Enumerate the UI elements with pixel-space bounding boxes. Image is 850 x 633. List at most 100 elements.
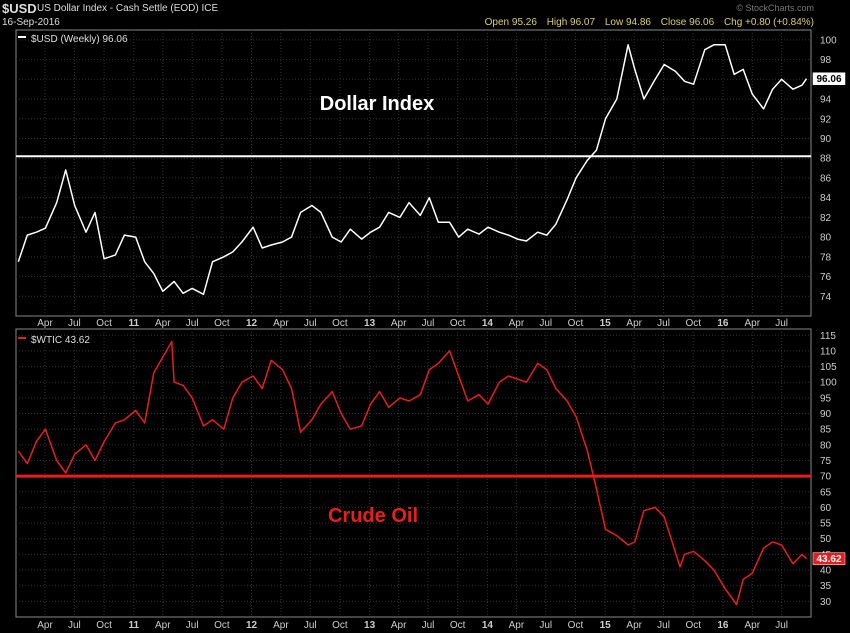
- y-tick-label: 40: [820, 566, 832, 577]
- close-value: Close 96.06: [660, 17, 715, 28]
- x-tick-label: Oct: [568, 318, 584, 329]
- x-tick-label: 14: [482, 620, 494, 631]
- y-tick-label: 80: [820, 233, 832, 244]
- symbol-label: $USD: [2, 1, 37, 16]
- x-tick-label: Apr: [744, 620, 760, 631]
- y-tick-label: 76: [820, 272, 832, 283]
- x-tick-label: Oct: [96, 318, 112, 329]
- x-tick-label: Apr: [626, 318, 642, 329]
- y-tick-label: 75: [820, 456, 832, 467]
- x-tick-label: Oct: [214, 318, 230, 329]
- legend-label: $WTIC 43.62: [31, 335, 90, 346]
- x-tick-label: Jul: [186, 318, 199, 329]
- series-line: [17, 340, 808, 606]
- plot-frame: [15, 29, 812, 317]
- x-tick-label: Apr: [37, 620, 53, 631]
- legend-swatch: [18, 337, 26, 339]
- legend-swatch: [18, 36, 26, 38]
- y-tick-label: 65: [820, 487, 832, 498]
- x-tick-label: Jul: [304, 620, 317, 631]
- y-tick-label: 115: [820, 331, 836, 342]
- x-tick-label: Jul: [68, 620, 81, 631]
- annotation-label: Dollar Index: [320, 93, 434, 115]
- x-tick-label: Jul: [304, 318, 317, 329]
- x-tick-label: 14: [482, 318, 494, 329]
- y-tick-label: 70: [820, 472, 832, 483]
- y-tick-label: 100: [820, 35, 837, 46]
- high-value: High 96.07: [546, 17, 596, 28]
- x-tick-label: Jul: [657, 620, 670, 631]
- x-tick-label: Oct: [450, 620, 466, 631]
- y-tick-label: 55: [820, 519, 832, 530]
- y-tick-label: 60: [820, 503, 832, 514]
- low-value: Low 94.86: [604, 17, 651, 28]
- series-line: [17, 44, 808, 296]
- y-tick-label: 85: [820, 425, 832, 436]
- y-tick-label: 35: [820, 581, 832, 592]
- x-tick-label: Apr: [155, 318, 171, 329]
- x-tick-label: Apr: [155, 620, 171, 631]
- y-tick-label: 74: [820, 292, 832, 303]
- x-tick-label: Jul: [422, 620, 435, 631]
- x-tick-label: 11: [128, 318, 139, 329]
- x-tick-label: Jul: [775, 620, 788, 631]
- x-tick-label: Jul: [657, 318, 670, 329]
- y-tick-label: 50: [820, 534, 832, 545]
- annotation-label: Crude Oil: [328, 505, 418, 527]
- x-tick-label: Apr: [391, 318, 407, 329]
- ohlc-readout: Open 95.26 High 96.07 Low 94.86 Close 96…: [478, 17, 814, 28]
- x-tick-label: 16: [717, 620, 729, 631]
- date-label: 16-Sep-2016: [2, 17, 60, 28]
- x-tick-label: Oct: [685, 318, 701, 329]
- legend-label: $USD (Weekly) 96.06: [31, 34, 128, 45]
- x-tick-label: 15: [600, 318, 612, 329]
- x-tick-label: Jul: [186, 620, 199, 631]
- x-tick-label: Apr: [391, 620, 407, 631]
- y-tick-label: 78: [820, 252, 832, 263]
- y-tick-label: 98: [820, 55, 832, 66]
- open-value: Open 95.26: [484, 17, 537, 28]
- x-tick-label: Jul: [539, 318, 552, 329]
- x-tick-label: Apr: [626, 620, 642, 631]
- y-tick-label: 82: [820, 213, 832, 224]
- watermark: © StockCharts.com: [736, 3, 814, 13]
- x-tick-label: 11: [128, 620, 139, 631]
- y-tick-label: 95: [820, 393, 832, 404]
- x-tick-label: 16: [717, 318, 729, 329]
- x-tick-label: Oct: [568, 620, 584, 631]
- x-tick-label: Jul: [539, 620, 552, 631]
- y-tick-label: 90: [820, 134, 832, 145]
- last-value-tag: [812, 72, 846, 85]
- last-value-label: 43.62: [816, 554, 841, 565]
- x-tick-label: Apr: [273, 318, 289, 329]
- x-tick-label: Oct: [214, 620, 230, 631]
- symbol-description: US Dollar Index - Cash Settle (EOD) ICE: [37, 3, 219, 14]
- y-tick-label: 92: [820, 114, 832, 125]
- y-tick-label: 90: [820, 409, 832, 420]
- y-tick-label: 105: [820, 362, 837, 373]
- y-tick-label: 84: [820, 193, 832, 204]
- x-tick-label: 12: [246, 318, 258, 329]
- y-tick-label: 100: [820, 378, 837, 389]
- last-value-label: 96.06: [816, 74, 841, 85]
- x-tick-label: Apr: [509, 318, 525, 329]
- last-value-tag: [812, 552, 846, 565]
- plot-frame: [15, 328, 812, 618]
- x-tick-label: Apr: [509, 620, 525, 631]
- x-tick-label: Apr: [37, 318, 53, 329]
- x-tick-label: 15: [600, 620, 612, 631]
- chart-header: $USD US Dollar Index - Cash Settle (EOD)…: [0, 0, 850, 30]
- x-tick-label: Jul: [422, 318, 435, 329]
- x-tick-label: Oct: [332, 620, 348, 631]
- y-tick-label: 94: [820, 95, 832, 106]
- x-tick-label: Oct: [685, 620, 701, 631]
- y-tick-label: 30: [820, 597, 832, 608]
- y-tick-label: 110: [820, 346, 836, 357]
- y-tick-label: 86: [820, 173, 832, 184]
- x-tick-label: Oct: [450, 318, 466, 329]
- x-tick-label: 13: [364, 620, 376, 631]
- x-tick-label: 12: [246, 620, 258, 631]
- x-tick-label: Oct: [332, 318, 348, 329]
